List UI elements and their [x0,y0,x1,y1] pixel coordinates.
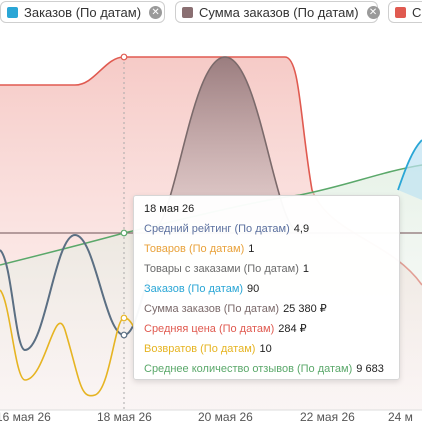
tooltip-row: Среднее количество отзывов (По датам) 9 6… [144,361,399,381]
point [120,314,128,322]
point [120,229,128,237]
x-tick-label: 16 мая 26 [0,410,51,424]
tooltip-title: 18 мая 26 [144,203,195,215]
line-slate [0,233,149,352]
tooltip-value: 284 ₽ [278,323,307,335]
legend-label: Заказов (По датам) [24,4,142,20]
tooltip-row: Сумма заказов (По датам) 25 380 ₽ [144,301,399,321]
legend-swatch [395,6,406,18]
tooltip-row: Средняя цена (По датам) 284 ₽ [144,321,399,341]
legend-label: Сумма заказов (По датам) [199,4,359,20]
legend-chip[interactable]: Заказов (По датам) ✕ [0,1,165,23]
tooltip-label: Товаров (По датам) [144,243,245,255]
tooltip-label: Среднее количество отзывов (По датам) [144,363,353,375]
tooltip-value: 4,9 [293,223,310,235]
tooltip-row: Товаров (По датам) 1 [144,241,399,261]
tooltip-label: Возвратов (По датам) [144,343,256,355]
tooltip-label: Средний рейтинг (По датам) [144,223,290,235]
x-tick-label: 18 мая 26 [97,410,152,424]
legend-label: Сре [412,4,422,20]
x-tick-label: 24 м [388,410,413,424]
remove-button[interactable]: ✕ [366,5,380,19]
tooltip-value: 25 380 ₽ [283,303,327,315]
line-blue [397,139,422,191]
tooltip-label: Сумма заказов (По датам) [144,303,280,315]
remove-button[interactable]: ✕ [149,5,163,19]
area-blue [398,140,422,200]
tooltip-value: 9 683 [356,363,384,375]
point [120,53,128,61]
tooltip: 18 мая 26 Средний рейтинг (По датам) 4,9 Т… [133,195,400,380]
legend-chip[interactable]: Сумма заказов (По датам) ✕ [175,1,380,23]
tooltip-label: Товары с заказами (По датам) [144,263,299,275]
tooltip-label: Заказов (По датам) [144,283,244,295]
legend-swatch [7,6,18,18]
legend-swatch [182,6,193,18]
legend: Заказов (По датам) ✕ Сумма заказов (По дат… [0,0,422,26]
x-tick-label: 22 мая 26 [300,410,355,424]
tooltip-label: Средняя цена (По датам) [144,323,275,335]
tooltip-row: Средний рейтинг (По датам) 4,9 [144,221,399,241]
legend-chip[interactable]: Сре [388,1,422,23]
tooltip-value: 1 [302,263,310,275]
x-tick-label: 20 мая 26 [198,410,253,424]
line-brown [149,56,301,234]
tooltip-value: 1 [248,243,255,255]
tooltip-row: Товары с заказами (По датам) 1 [144,261,399,281]
tooltip-value: 10 [259,343,272,355]
tooltip-row: Возвратов (По датам) 10 [144,341,399,361]
tooltip-row: Заказов (По датам) 90 [144,281,399,301]
point [120,331,128,339]
area-brown [150,57,300,233]
tooltip-value: 90 [247,283,260,295]
